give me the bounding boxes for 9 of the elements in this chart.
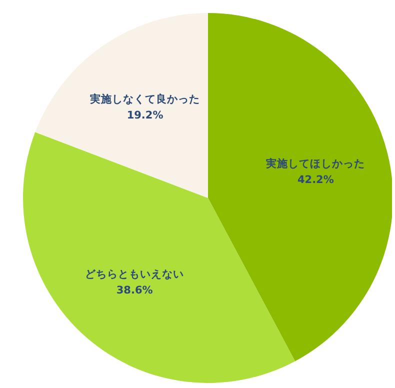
slice-label: 実施してほしかった	[265, 157, 366, 170]
slice-label: どちらともいえない	[85, 268, 184, 280]
slice-label: 実施しなくて良かった	[89, 92, 200, 106]
pie-slice	[23, 132, 296, 383]
pie-slice	[35, 13, 208, 198]
data-label: 38.6%	[116, 284, 154, 296]
pie-slice	[208, 13, 392, 362]
data-label: 19.2%	[126, 110, 164, 122]
data-label: 42.2%	[297, 174, 334, 186]
